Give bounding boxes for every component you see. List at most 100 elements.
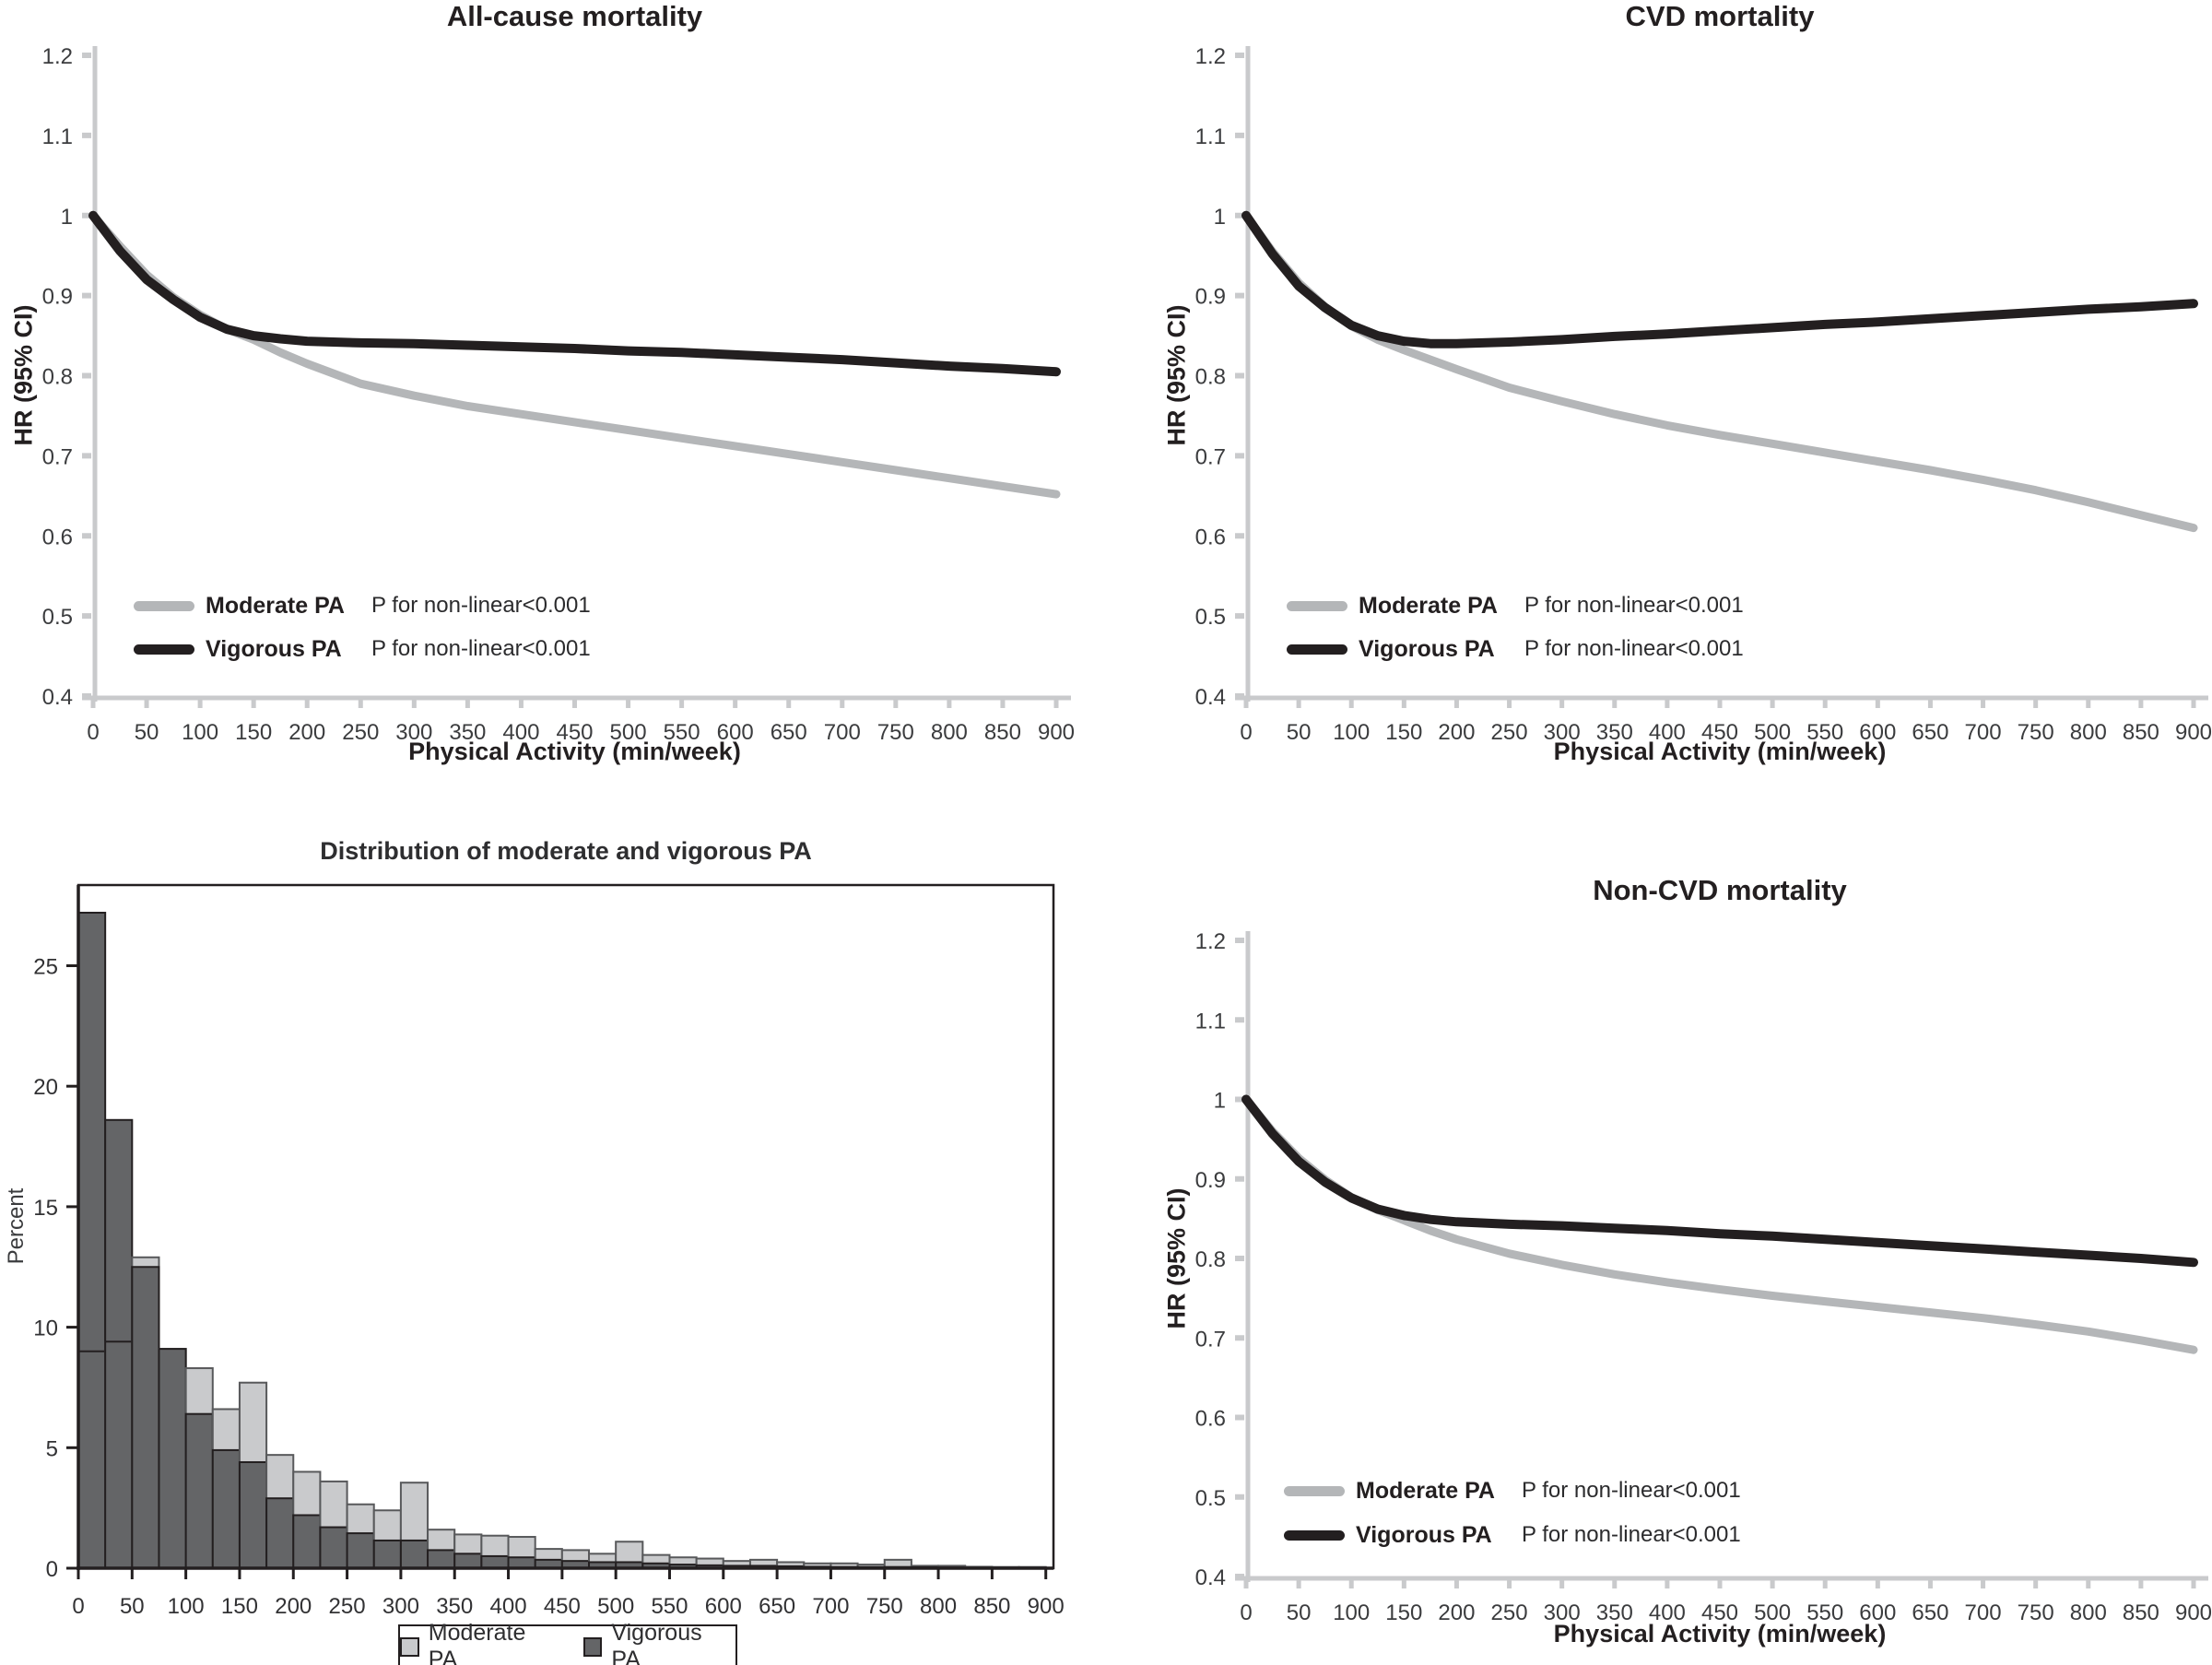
svg-text:1.1: 1.1 [1195,1009,1226,1033]
non-cvd-y-axis-label: HR (95% CI) [1162,1187,1191,1329]
svg-text:250: 250 [342,720,379,745]
svg-text:100: 100 [1333,1600,1370,1625]
non-cvd-title: Non-CVD mortality [1593,874,1847,906]
svg-text:0.7: 0.7 [1195,444,1226,469]
svg-text:0.5: 0.5 [1195,1486,1226,1511]
svg-text:900: 900 [1028,1594,1065,1619]
moderate-pa-line-swatch [134,600,194,611]
svg-text:500: 500 [597,1594,634,1619]
vigorous-bar [372,1539,402,1569]
svg-text:300: 300 [382,1594,419,1619]
svg-text:150: 150 [221,1594,258,1619]
all-cause-moderate-curve [88,211,1061,499]
svg-text:650: 650 [1912,720,1948,745]
vigorous-bar [131,1266,160,1569]
svg-text:500: 500 [1754,720,1791,745]
p-value-text: P for non-linear<0.001 [371,593,591,618]
vigorous-bar [158,1348,187,1569]
svg-text:300: 300 [395,720,432,745]
svg-text:400: 400 [1649,1600,1686,1625]
p-value-text: P for non-linear<0.001 [1522,1522,1741,1547]
svg-text:5: 5 [46,1436,58,1461]
svg-text:50: 50 [135,720,159,745]
svg-text:1.2: 1.2 [1195,929,1226,954]
cvd-moderate-curve [1241,211,2198,533]
svg-text:50: 50 [120,1594,145,1619]
vigorous-bar [399,1539,429,1569]
all-cause-vigorous-curve [88,210,1061,377]
svg-text:650: 650 [759,1594,795,1619]
non-cvd-legend-row-moderate: Moderate PA P for non-linear<0.001 [1284,1477,1741,1505]
svg-text:650: 650 [771,720,807,745]
cvd-title: CVD mortality [1625,0,1815,32]
vigorous-bar [77,911,107,1569]
moderate-pa-line-swatch [1287,600,1347,611]
svg-text:0.8: 0.8 [1195,1247,1226,1272]
svg-text:600: 600 [1859,720,1896,745]
svg-text:0: 0 [1240,720,1252,745]
svg-text:200: 200 [1438,1600,1475,1625]
svg-text:400: 400 [1649,720,1686,745]
svg-text:450: 450 [1701,1600,1738,1625]
svg-text:0: 0 [46,1557,58,1582]
p-value-text: P for non-linear<0.001 [1522,1478,1741,1503]
svg-text:850: 850 [2123,1600,2159,1625]
svg-text:0.8: 0.8 [1195,365,1226,390]
svg-text:550: 550 [1806,1600,1843,1625]
svg-text:50: 50 [1287,720,1312,745]
svg-text:0.4: 0.4 [1195,685,1226,710]
non-cvd-vigorous-curve [1241,1094,2198,1268]
svg-text:500: 500 [610,720,647,745]
svg-text:25: 25 [33,955,58,980]
svg-text:150: 150 [1385,1600,1422,1625]
svg-text:0.4: 0.4 [42,685,73,710]
svg-text:0.6: 0.6 [42,525,73,549]
svg-text:150: 150 [1385,720,1422,745]
svg-text:0.9: 0.9 [1195,1168,1226,1193]
svg-text:0.7: 0.7 [1195,1327,1226,1352]
svg-text:850: 850 [973,1594,1010,1619]
svg-text:750: 750 [2018,720,2054,745]
svg-text:0.4: 0.4 [1195,1565,1226,1590]
svg-text:1.2: 1.2 [1195,44,1226,69]
vigorous-bar [507,1556,536,1570]
svg-text:800: 800 [920,1594,957,1619]
svg-text:100: 100 [182,720,218,745]
all-cause-legend-row-moderate: Moderate PA P for non-linear<0.001 [134,592,591,620]
vigorous-pa-line-swatch [1287,644,1347,655]
svg-text:400: 400 [502,720,539,745]
legend-label: Moderate PA [1359,592,1498,619]
svg-text:250: 250 [329,1594,366,1619]
svg-text:700: 700 [1965,1600,2002,1625]
svg-text:0.6: 0.6 [1195,525,1226,549]
svg-text:0: 0 [1240,1600,1252,1625]
svg-text:0: 0 [72,1594,84,1619]
histogram-y-axis-label: Percent [4,1187,29,1265]
svg-text:0.6: 0.6 [1195,1407,1226,1432]
svg-text:450: 450 [544,1594,581,1619]
svg-text:350: 350 [1596,1600,1633,1625]
svg-text:0.7: 0.7 [42,444,73,469]
cvd-x-axis-label: Physical Activity (min/week) [1553,738,1887,765]
vigorous-bar [427,1549,456,1570]
svg-text:0.9: 0.9 [1195,285,1226,310]
svg-text:550: 550 [1806,720,1843,745]
vigorous-bar [265,1497,295,1569]
p-value-text: P for non-linear<0.001 [1524,636,1744,661]
svg-text:0.5: 0.5 [42,605,73,630]
svg-text:50: 50 [1287,1600,1312,1625]
svg-text:750: 750 [866,1594,903,1619]
non-cvd-legend-row-vigorous: Vigorous PA P for non-linear<0.001 [1284,1521,1741,1549]
vigorous-pa-line-swatch [134,644,194,655]
svg-text:850: 850 [984,720,1021,745]
non-cvd-moderate-curve [1241,1095,2198,1354]
svg-text:100: 100 [168,1594,205,1619]
svg-text:200: 200 [1438,720,1475,745]
vigorous-bar [319,1526,348,1570]
vigorous-bar [453,1553,483,1570]
legend-label: Vigorous PA [206,635,342,662]
p-value-text: P for non-linear<0.001 [1524,593,1744,618]
svg-text:750: 750 [877,720,914,745]
